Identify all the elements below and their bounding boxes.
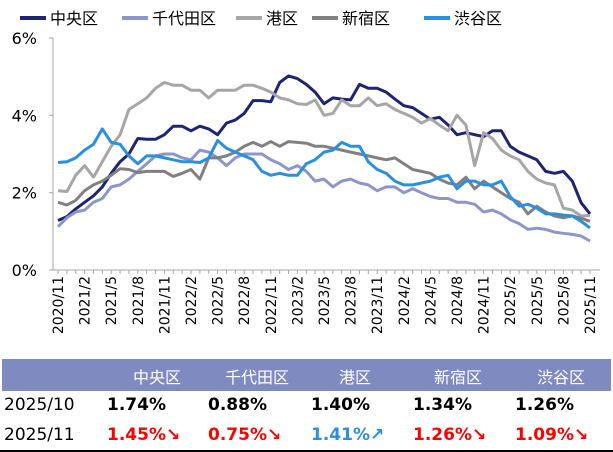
series-line [57, 81, 591, 218]
x-tick-label: 2025/5 [530, 276, 546, 325]
x-tick-label: 2021/11 [157, 276, 173, 334]
legend-label: 千代田区 [152, 9, 216, 28]
x-tick-label: 2020/11 [51, 276, 67, 334]
value-cell: 1.40% [311, 395, 370, 415]
x-tick-label: 2023/5 [317, 276, 333, 325]
legend: 中央区 千代田区 港区 新宿区 渋谷区 [20, 9, 502, 28]
table-bottom-border [0, 450, 613, 452]
x-tick-label: 2022/11 [264, 276, 280, 334]
table-row: 2025/11 1.45%↘ 0.75%↘ 1.41%↗ 1.26%↘ 1.09… [0, 421, 613, 451]
legend-label: 新宿区 [342, 9, 390, 28]
x-tick-label: 2024/11 [477, 276, 493, 334]
row-label: 2025/10 [4, 395, 75, 415]
x-tick-label: 2025/11 [583, 276, 599, 334]
legend-label: 港区 [266, 9, 298, 28]
series-line [57, 127, 591, 230]
value-cell: 0.75%↘ [208, 425, 282, 445]
x-tick-label: 2021/8 [131, 276, 147, 325]
header-chiyoda: 千代田区 [224, 368, 289, 387]
y-tick-label: 2% [12, 184, 37, 203]
x-tick-label: 2023/8 [344, 276, 360, 325]
value-cell: 1.26%↘ [413, 425, 487, 445]
line-chart: 中央区 千代田区 港区 新宿区 渋谷区 0% 2% 4% 6% 2020/11 2021/2 202… [12, 9, 600, 334]
x-tick-label: 2023/11 [370, 276, 386, 334]
x-tick-label: 2025/8 [556, 276, 572, 325]
x-tick-label: 2025/2 [503, 276, 519, 325]
y-tick-label: 6% [12, 29, 37, 48]
x-tick-label: 2024/8 [450, 276, 466, 325]
header-chuo: 中央区 [132, 368, 181, 387]
series-line [56, 148, 591, 243]
value-cell: 1.74% [107, 395, 166, 415]
value-cell: 0.88% [208, 395, 267, 415]
x-tick-label: 2024/2 [397, 276, 413, 325]
value-cell: 1.34% [413, 395, 472, 415]
x-tick-label: 2022/8 [237, 276, 253, 325]
y-tick-label: 0% [12, 261, 37, 280]
table-header: 中央区 千代田区 港区 新宿区 渋谷区 [2, 359, 611, 391]
value-cell: 1.45%↘ [107, 425, 181, 445]
series-line [57, 74, 592, 222]
y-tick-label: 4% [12, 106, 37, 125]
header-shinjuku: 新宿区 [433, 368, 482, 387]
x-tick-label: 2024/5 [423, 276, 439, 325]
x-tick-label: 2022/5 [211, 276, 227, 325]
x-tick-label: 2023/2 [290, 276, 306, 325]
header-minato: 港区 [338, 368, 371, 387]
series-line [57, 140, 591, 223]
value-cell: 1.41%↗ [311, 425, 385, 445]
value-cell: 1.09%↘ [515, 425, 589, 445]
legend-label: 渋谷区 [454, 9, 502, 28]
table-row: 2025/10 1.74% 0.88% 1.40% 1.34% 1.26% [0, 391, 613, 421]
axes: 0% 2% 4% 6% 2020/11 2021/2 2021/5 2021/8 2021/11… [12, 29, 600, 334]
legend-label: 中央区 [50, 9, 98, 28]
x-tick-label: 2021/2 [78, 276, 94, 325]
series-lines [56, 74, 592, 243]
value-cell: 1.26% [515, 395, 574, 415]
x-tick-label: 2022/2 [184, 276, 200, 325]
row-label: 2025/11 [4, 425, 75, 445]
header-shibuya: 渋谷区 [536, 368, 585, 387]
x-tick-label: 2021/5 [104, 276, 120, 325]
